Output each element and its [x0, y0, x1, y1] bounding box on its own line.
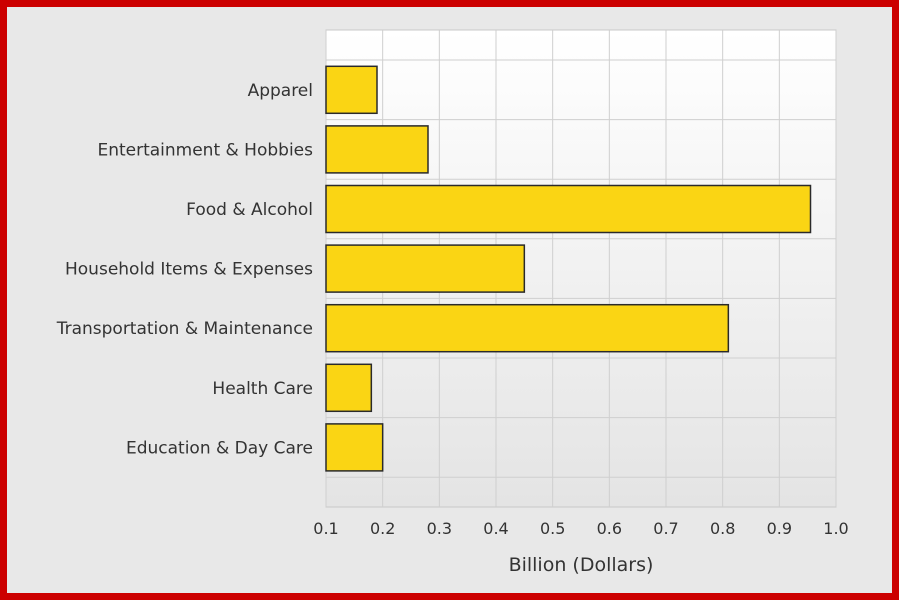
category-label: Entertainment & Hobbies	[97, 140, 313, 160]
bar	[325, 303, 730, 353]
x-tick-label: 0.6	[597, 519, 622, 538]
x-axis-title: Billion (Dollars)	[509, 554, 654, 576]
bar	[325, 184, 812, 234]
x-tick-label: 0.5	[540, 519, 565, 538]
category-labels: Apparel Entertainment & Hobbies Food & Alc…	[56, 81, 313, 459]
x-tick-label: 0.7	[653, 519, 678, 538]
x-tick-label: 0.3	[427, 519, 452, 538]
bar	[325, 363, 373, 413]
x-tick-label: 0.2	[370, 519, 395, 538]
bars	[325, 65, 812, 472]
bar	[325, 423, 384, 472]
x-tick-label: 0.9	[767, 519, 792, 538]
category-label: Household Items & Expenses	[65, 260, 313, 280]
category-label: Education & Day Care	[126, 438, 313, 458]
x-tick-labels: 0.1 0.2 0.3 0.4 0.5 0.6 0.7 0.8 0.9 1.0	[313, 519, 848, 538]
x-tick-label: 0.8	[710, 519, 735, 538]
category-label: Transportation & Maintenance	[56, 319, 313, 339]
bar	[325, 125, 429, 174]
x-tick-label: 0.1	[313, 519, 338, 538]
x-tick-label: 1.0	[823, 519, 848, 538]
category-label: Apparel	[248, 81, 313, 101]
bar	[325, 244, 526, 293]
x-tick-label: 0.4	[483, 519, 508, 538]
category-label: Health Care	[212, 379, 313, 399]
category-label: Food & Alcohol	[186, 200, 313, 220]
bar	[325, 65, 378, 115]
